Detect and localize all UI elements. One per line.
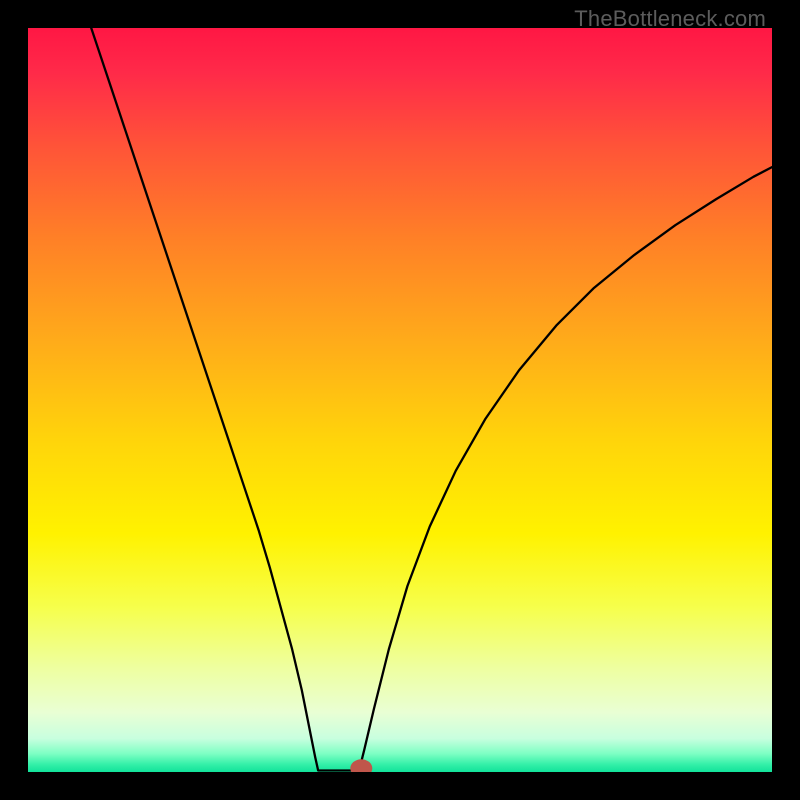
watermark-text: TheBottleneck.com <box>574 6 766 32</box>
bottleneck-curve <box>91 28 772 771</box>
optimal-point-marker <box>350 759 372 772</box>
curve-layer <box>28 28 772 772</box>
plot-area <box>28 28 772 772</box>
chart-frame: TheBottleneck.com <box>0 0 800 800</box>
